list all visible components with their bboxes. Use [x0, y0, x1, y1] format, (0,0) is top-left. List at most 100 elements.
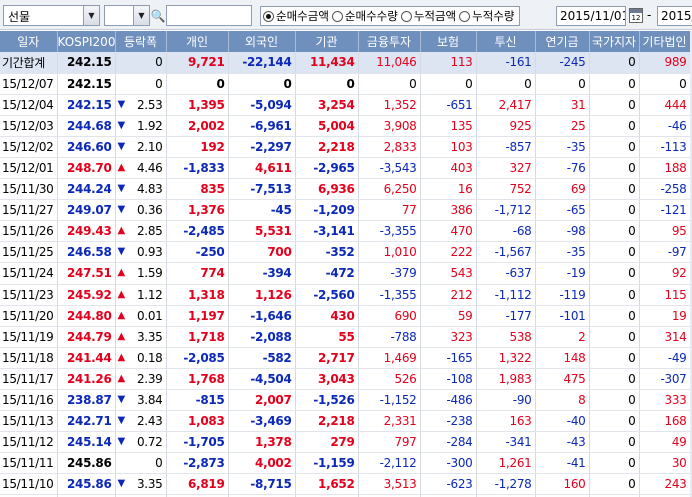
kospi-cell: 246.58: [57, 241, 116, 264]
value-cell: 0: [589, 199, 640, 222]
table-row[interactable]: 15/11/18 241.44 ▲ 0.18 -2,085 -582 2,717 1,469-…: [0, 347, 691, 369]
value-cell: -582: [228, 347, 296, 369]
value-cell: 0: [589, 389, 640, 412]
search-input[interactable]: [166, 5, 252, 26]
value-cell: 0: [358, 73, 421, 95]
value-cell: -65: [535, 199, 590, 222]
table-row[interactable]: 15/12/02 246.60 ▼ 2.10 192 -2,297 2,218 2,833 10…: [0, 136, 691, 158]
value-cell: -1,278: [476, 473, 536, 496]
table-row[interactable]: 15/11/20 244.80 ▲ 0.01 1,197 -1,646 430 690 59 -1…: [0, 305, 691, 327]
chevron-down-icon[interactable]: ▼: [133, 6, 149, 25]
value-cell: -8,715: [228, 473, 296, 496]
summary-row[interactable]: 기간합계 242.15 0 9,721 -22,144 11,434 11,046 113 -1…: [0, 52, 691, 74]
value-cell: 3,908: [358, 115, 421, 137]
value-cell: 49: [639, 431, 691, 454]
code-select[interactable]: ▼: [104, 5, 150, 26]
value-cell: -275: [420, 494, 477, 497]
table-row[interactable]: 15/11/30 244.24 ▼ 4.83 835 -7,513 6,936 6,250 16…: [0, 178, 691, 201]
table-row[interactable]: 15/12/03 244.68 ▼ 1.92 2,002 -6,961 5,004 3,908…: [0, 115, 691, 137]
date-cell: 15/11/11: [0, 452, 58, 475]
value-cell: -97: [639, 241, 691, 264]
kospi-cell: 245.92: [57, 284, 116, 306]
value-cell: 444: [639, 94, 691, 116]
value-cell: -2,085: [166, 347, 229, 369]
column-header[interactable]: KOSPI200: [57, 31, 116, 52]
value-cell: -76: [535, 157, 590, 180]
table-row[interactable]: 15/11/24 247.51 ▲ 1.59 774 -394 -472 -379 543 -63…: [0, 262, 691, 285]
column-header[interactable]: 금융투자: [358, 31, 421, 52]
table-row[interactable]: 15/11/25 246.58 ▼ 0.93 -250 700 -352 1,010 222 -1…: [0, 241, 691, 264]
column-header[interactable]: 일자: [0, 31, 58, 52]
end-date-input[interactable]: 2015/: [657, 6, 692, 26]
radio-option[interactable]: 누적금액: [400, 8, 456, 24]
up-arrow-icon: ▲: [117, 309, 126, 321]
column-header[interactable]: 외국인: [228, 31, 296, 52]
summary-cell: -245: [535, 52, 590, 74]
change-cell: ▼ 3.35: [115, 473, 167, 496]
value-cell: -258: [639, 178, 691, 201]
value-cell: -1,112: [476, 284, 536, 306]
table-row[interactable]: 15/11/12 245.14 ▼ 0.72 -1,705 1,378 279 797 -284…: [0, 431, 691, 454]
radio-dot-icon[interactable]: [400, 10, 412, 22]
scrollbar-track[interactable]: [690, 31, 692, 497]
kospi-cell: 247.51: [57, 262, 116, 285]
search-icon[interactable]: 🔍: [150, 8, 166, 23]
down-arrow-icon: ▼: [117, 478, 126, 490]
value-cell: 5,531: [228, 220, 296, 243]
column-header[interactable]: 기타법인: [639, 31, 691, 52]
radio-label: 누적수량: [472, 9, 515, 23]
radio-option[interactable]: 순매수수량: [331, 8, 398, 24]
chevron-down-icon[interactable]: ▼: [83, 6, 99, 25]
value-cell: 475: [535, 368, 590, 391]
radio-option[interactable]: 순매수금액: [263, 8, 329, 24]
radio-dot-icon[interactable]: [459, 10, 471, 22]
column-header[interactable]: 국가지자: [589, 31, 640, 52]
radio-label: 순매수금액: [276, 9, 329, 23]
instrument-select[interactable]: 선물 ▼: [3, 5, 100, 26]
table-row[interactable]: 15/11/16 238.87 ▼ 3.84 -815 2,007 -1,526 -1,152…: [0, 389, 691, 412]
value-cell: 1,652: [295, 473, 359, 496]
column-header[interactable]: 개인: [166, 31, 229, 52]
table-row[interactable]: 15/11/10 245.86 ▼ 3.35 6,819 -8,715 1,652 3,513…: [0, 473, 691, 496]
value-cell: 538: [476, 326, 536, 348]
value-cell: -41: [535, 452, 590, 475]
table-row[interactable]: 15/12/01 248.70 ▲ 4.46 -1,833 4,611 -2,965 -3,5…: [0, 157, 691, 180]
table-row[interactable]: 15/11/26 249.43 ▲ 2.85 -2,485 5,531 -3,141 -3,3…: [0, 220, 691, 243]
value-cell: 2,331: [358, 410, 421, 433]
table-row[interactable]: 15/11/17 241.26 ▲ 2.39 1,768 -4,504 3,043 526 -1…: [0, 368, 691, 391]
table-row[interactable]: 15/11/13 242.71 ▼ 2.43 1,083 -3,469 2,218 2,331…: [0, 410, 691, 433]
value-cell: 1,083: [166, 410, 229, 433]
value-cell: -3,355: [358, 220, 421, 243]
date-cell: 15/11/16: [0, 389, 58, 412]
start-date-input[interactable]: 2015/11/01: [556, 6, 626, 26]
column-header[interactable]: 기관: [295, 31, 359, 52]
value-cell: 543: [420, 262, 477, 285]
table-row[interactable]: 15/11/23 245.92 ▲ 1.12 1,318 1,126 -2,560 -1,35…: [0, 284, 691, 306]
value-cell: 0: [589, 178, 640, 201]
down-arrow-icon: ▼: [117, 246, 126, 258]
change-value: 0: [155, 76, 163, 91]
table-row[interactable]: 15/11/09249.21▼1.04-2,7644,286-1,528-2,9…: [0, 494, 691, 497]
table-row[interactable]: 15/11/11 245.86 0 -2,873 4,002 -1,159 -2,112 -3…: [0, 452, 691, 475]
column-header[interactable]: 투신: [476, 31, 536, 52]
value-cell: 403: [420, 157, 477, 180]
radio-dot-icon[interactable]: [263, 10, 274, 22]
table-row[interactable]: 15/12/04 242.15 ▼ 2.53 1,395 -5,094 3,254 1,352…: [0, 94, 691, 116]
value-cell: 6,250: [358, 178, 421, 201]
table-row[interactable]: 15/11/27 249.07 ▼ 0.36 1,376 -45 -1,209 77 386 -1…: [0, 199, 691, 222]
value-cell: -394: [228, 262, 296, 285]
value-cell: -2,112: [358, 452, 421, 475]
kospi-cell: 249.07: [57, 199, 116, 222]
radio-dot-icon[interactable]: [331, 10, 343, 22]
calendar-icon[interactable]: 12: [629, 8, 643, 23]
value-cell: 752: [476, 178, 536, 201]
table-row[interactable]: 15/12/07 242.15 0 0 0 0 0 0 0 0 0 0: [0, 73, 691, 95]
column-header[interactable]: 보험: [420, 31, 477, 52]
value-cell: 470: [420, 220, 477, 243]
change-value: 1.59: [136, 266, 163, 281]
column-header[interactable]: 등락폭: [115, 31, 167, 52]
radio-option[interactable]: 누적수량: [459, 8, 514, 24]
table-row[interactable]: 15/11/19 244.79 ▲ 3.35 1,718 -2,088 55 -788 323 5…: [0, 326, 691, 348]
value-cell: -7,513: [228, 178, 296, 201]
column-header[interactable]: 연기금: [535, 31, 590, 52]
